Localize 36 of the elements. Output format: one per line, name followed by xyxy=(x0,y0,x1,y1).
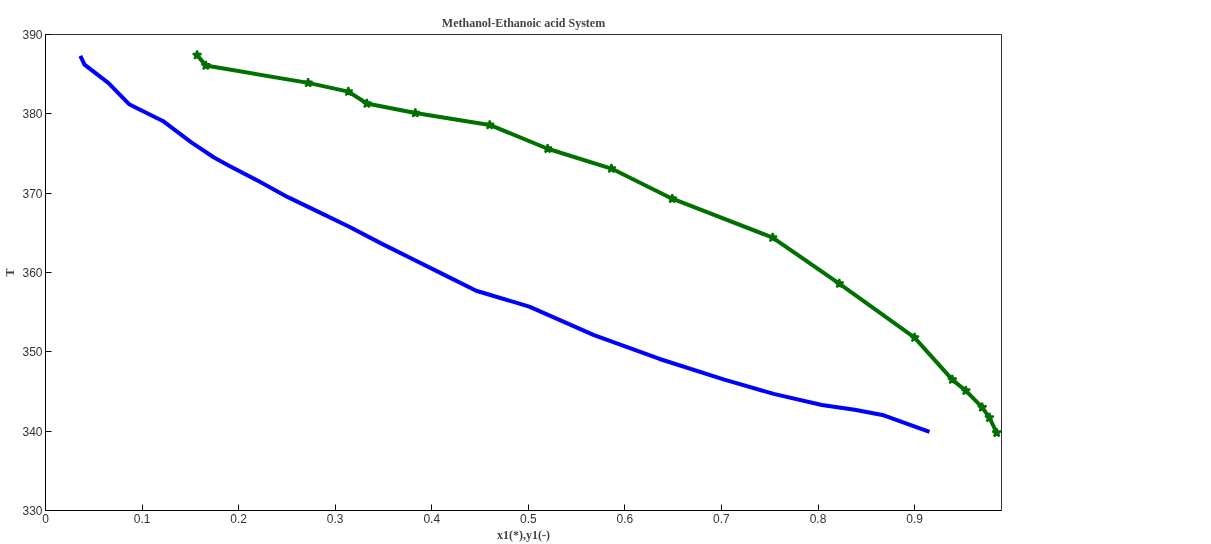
x-tick-label: 0.8 xyxy=(809,511,827,526)
x-tick-label: 0.5 xyxy=(519,511,537,526)
point xyxy=(833,278,845,289)
x-tick-label: 0.2 xyxy=(230,511,248,526)
point xyxy=(191,49,203,60)
point xyxy=(484,119,495,130)
point xyxy=(200,59,212,71)
y-tick-label: 390 xyxy=(22,28,43,42)
point xyxy=(410,107,421,118)
point xyxy=(666,193,678,204)
point xyxy=(361,98,373,109)
point xyxy=(984,412,995,423)
y-tick-label: 360 xyxy=(22,266,43,280)
y-tick-label: 350 xyxy=(22,345,43,360)
point xyxy=(909,332,920,343)
x-tick-label: 0.1 xyxy=(133,511,151,526)
chart-title: Methanol-Ethanoic acid System xyxy=(441,15,606,30)
x-tick-label: 0.7 xyxy=(713,511,731,526)
x-tick-label: 0.4 xyxy=(423,511,441,526)
x-tick-label: 0.3 xyxy=(326,511,344,526)
point xyxy=(976,401,988,413)
y-tick-label: 380 xyxy=(22,107,43,122)
y-axis-title: T xyxy=(3,268,18,277)
point xyxy=(946,374,958,385)
point xyxy=(960,385,972,396)
y-tick-label: 330 xyxy=(22,504,43,518)
point xyxy=(343,86,354,97)
point xyxy=(606,163,617,174)
point xyxy=(991,427,1002,438)
x-tick-label: 0 xyxy=(42,511,50,526)
y-tick-label: 370 xyxy=(22,186,43,201)
x-tick-label: 0.9 xyxy=(906,511,924,526)
x-tick-label: 0.6 xyxy=(616,511,634,526)
y-tick-label: 340 xyxy=(22,424,43,439)
x-axis-title: x1(*),y1(-) xyxy=(497,527,550,542)
line-series xyxy=(78,53,932,434)
